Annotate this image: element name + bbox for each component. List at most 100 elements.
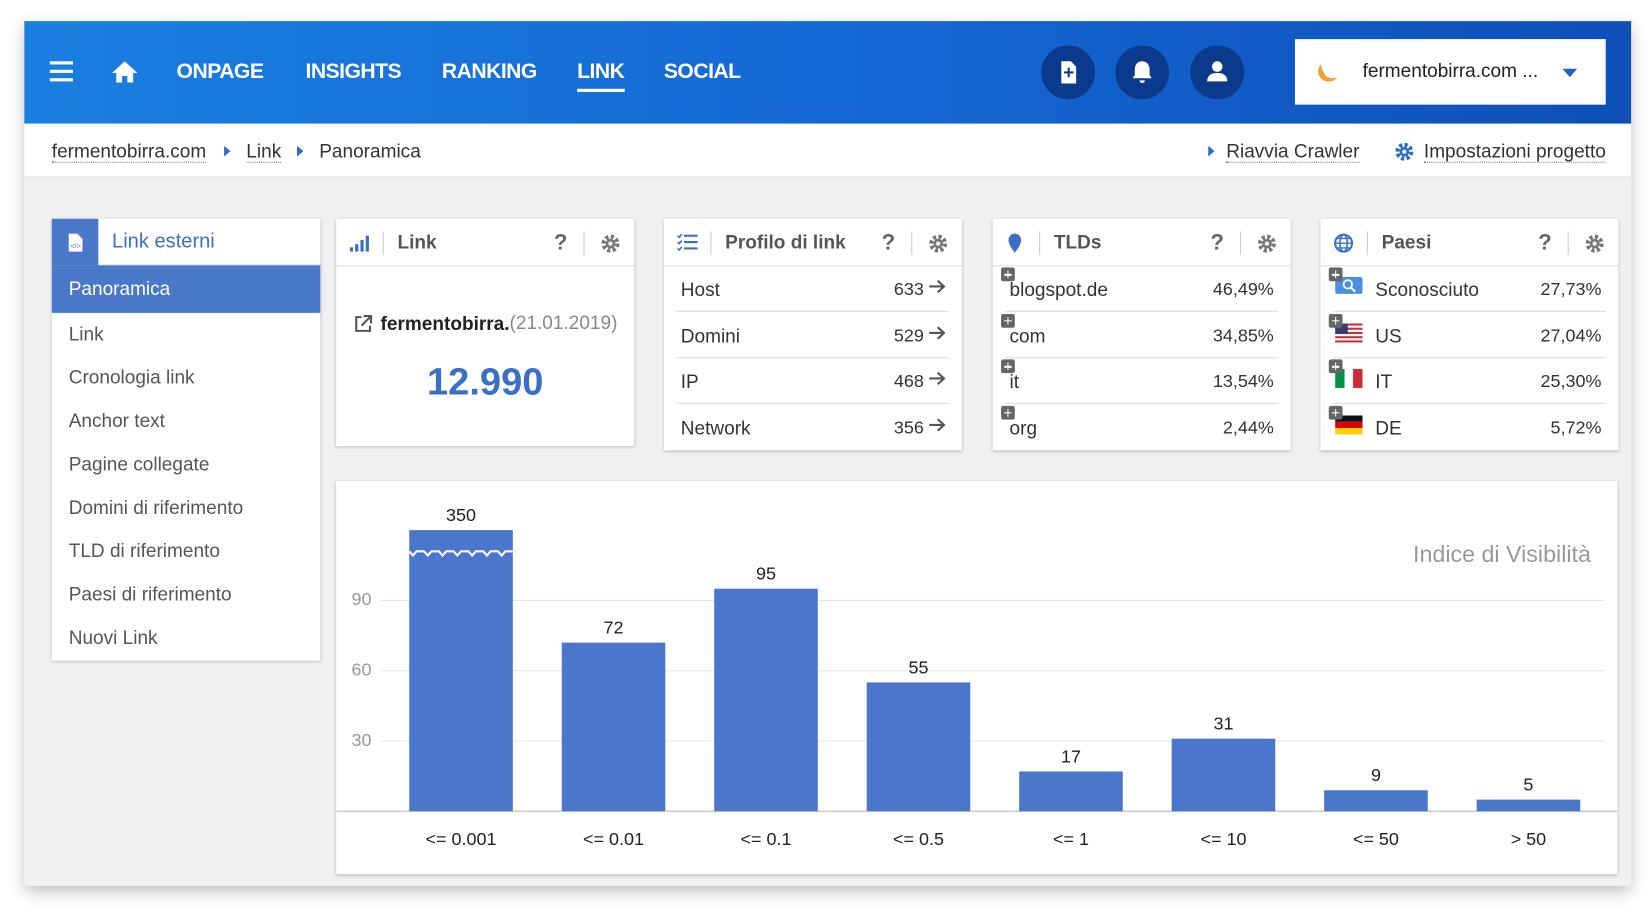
settings-icon [1395,142,1414,161]
breadcrumb-bar [24,123,1632,178]
divider [1039,231,1041,255]
restart-crawler-link[interactable]: Riavvia Crawler [1226,140,1360,163]
sidebar-header [51,219,321,266]
widget-settings[interactable] [928,234,948,259]
row-value: 633 [893,279,924,300]
x-tick-label: <= 0.1 [741,829,792,849]
row-value: 25,30% [1540,371,1602,392]
external-link-icon [355,315,373,332]
sidebar-item[interactable]: Domini di riferimento [68,496,244,518]
data-label: 5 [1523,775,1533,795]
divider [1366,231,1368,255]
add-report-button[interactable] [1041,45,1096,100]
table-row: DE 5,72% [1320,404,1618,449]
nav-item[interactable]: ONPAGE [176,60,264,84]
widget-settings[interactable] [600,234,620,254]
bar [1476,799,1581,812]
expand-icon[interactable] [1001,359,1015,374]
home-icon[interactable] [111,59,138,84]
widget: TLDs? blogspot.de 46,49% com 34,85% it 13,54% o… [992,218,1291,451]
project-logo [1318,64,1338,82]
widget-settings[interactable] [1257,234,1277,259]
sidebar-icon: </> [51,218,99,266]
row-label: US [1375,325,1402,347]
help-icon[interactable]: ? [881,230,896,255]
bar [866,682,971,812]
expand-icon[interactable] [1001,313,1015,328]
x-tick-label: <= 0.5 [893,829,944,849]
chart-title: Indice di Visibilità [1413,541,1591,567]
axis-break [408,550,513,558]
notifications-button[interactable] [1115,45,1170,100]
widget-title: Profilo di link [725,231,846,253]
widget-icon [677,233,700,257]
x-tick-label: <= 1 [1053,829,1089,849]
table-row: it 13,54% [993,358,1291,404]
row-divider [676,402,950,404]
nav-item[interactable]: SOCIAL [663,60,741,84]
row-divider [1333,402,1606,404]
sidebar-item[interactable]: Nuovi Link [68,626,158,649]
widget-settings[interactable] [1585,234,1605,259]
row-value: 468 [893,371,924,392]
svg-text:</>: </> [70,241,81,250]
dropdown-caret [1562,68,1578,78]
row-label: org [1009,417,1038,439]
breadcrumb-arrow [297,145,304,157]
divider [1239,231,1242,255]
link-site: fermentobirra. [380,312,510,335]
sidebar-item[interactable]: Link [68,323,104,345]
nav-item[interactable]: RANKING [441,60,538,84]
row-divider [1005,310,1279,312]
project-selector[interactable]: fermentobirra.com ... [1294,39,1606,105]
data-label: 95 [756,564,776,584]
sidebar-item[interactable]: Anchor text [68,410,165,432]
sidebar-item[interactable]: Panoramica [51,265,321,313]
row-value: 34,85% [1212,325,1274,346]
row-value: 2,44% [1222,417,1274,438]
menu-icon[interactable] [49,60,75,83]
breadcrumb-item[interactable]: Link [246,140,282,163]
row-label: com [1009,325,1046,347]
divider [1567,231,1569,255]
bar [714,588,818,812]
widget-icon [1005,233,1028,259]
expand-icon[interactable] [1001,267,1015,282]
expand-icon[interactable] [1328,359,1343,374]
row-label: IT [1375,371,1393,393]
sidebar-item[interactable]: Pagine collegate [68,453,210,475]
link-date: (21.01.2019) [509,311,618,333]
sidebar-item[interactable]: TLD di riferimento [68,540,220,562]
project-name: fermentobirra.com ... [1362,60,1539,82]
account-button[interactable] [1190,45,1245,100]
expand-icon[interactable] [1328,267,1343,282]
expand-icon[interactable] [1001,405,1015,420]
row-value: 27,73% [1540,279,1602,300]
x-tick-label: <= 0.01 [583,829,644,849]
row-label: DE [1375,417,1402,439]
sidebar-item[interactable]: Cronologia link [68,366,195,388]
y-tick-label: 90 [352,589,372,609]
bar [1324,790,1428,812]
row-divider [676,310,950,312]
arrow-icon [924,279,947,298]
bar [409,530,513,812]
table-row: Sconosciuto 27,73% [1320,266,1618,312]
table-row: org 2,44% [993,404,1291,449]
table-row: IP 468 [664,358,962,404]
breadcrumb-current: Panoramica [319,140,421,162]
help-icon[interactable]: ? [1538,230,1552,255]
y-tick-label: 60 [352,659,372,679]
nav-item[interactable]: LINK [577,60,625,92]
project-settings-link[interactable]: Impostazioni progetto [1423,140,1606,163]
breadcrumb-item[interactable]: fermentobirra.com [51,140,207,163]
nav-item[interactable]: INSIGHTS [305,60,402,84]
sidebar-item[interactable]: Paesi di riferimento [68,583,232,605]
help-icon[interactable]: ? [1210,230,1224,255]
row-value: 27,04% [1540,325,1602,346]
data-label: 55 [908,657,928,677]
expand-icon[interactable] [1328,405,1343,420]
expand-icon[interactable] [1328,313,1343,328]
help-icon[interactable]: ? [553,230,568,255]
